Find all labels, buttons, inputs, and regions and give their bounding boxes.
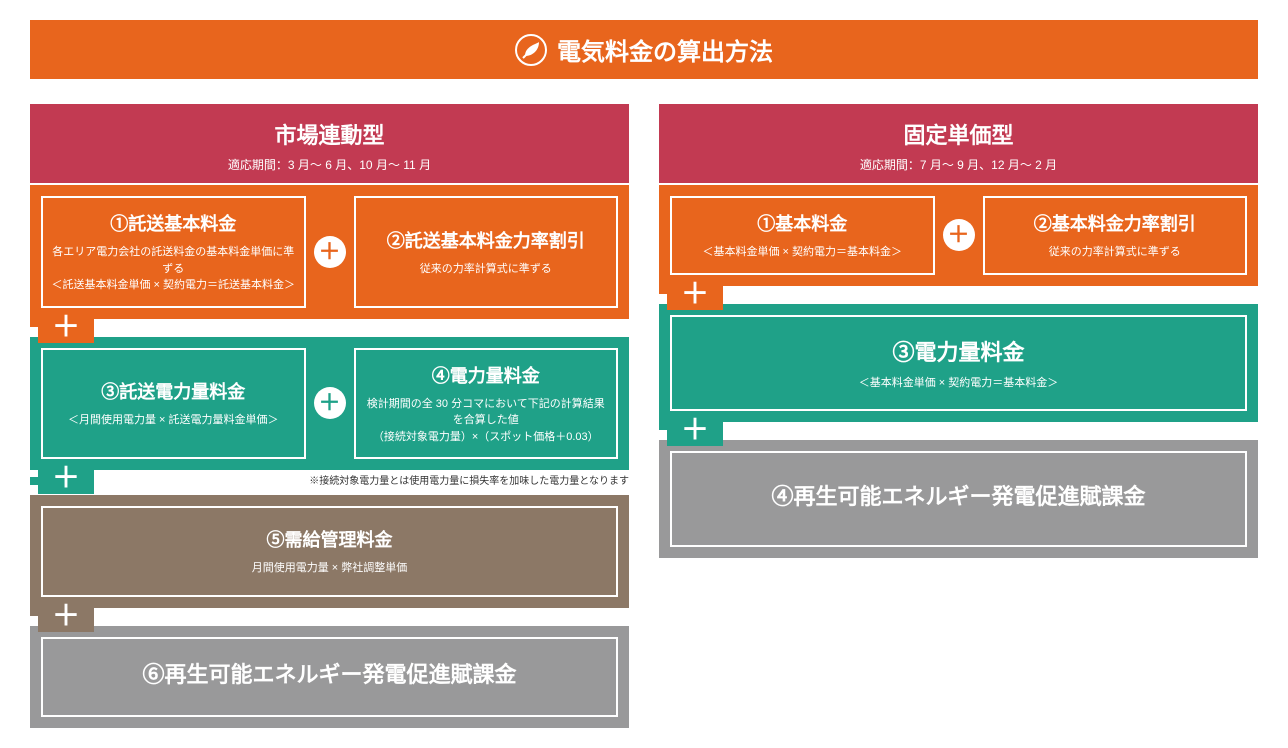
type-header-right: 固定単価型 適応期間：7 月～ 9 月、12 月～ 2 月 bbox=[659, 104, 1258, 183]
col-fixed-price: 固定単価型 適応期間：7 月～ 9 月、12 月～ 2 月 ①基本料金 ＜基本料… bbox=[659, 104, 1258, 728]
left-box-1b-title: ②託送基本料金力率割引 bbox=[364, 227, 609, 253]
right-box-1b-title: ②基本料金力率割引 bbox=[993, 210, 1238, 236]
left-box-4: ⑥再生可能エネルギー発電促進賦課金 bbox=[41, 637, 618, 717]
left-box-1a-sub1: 各エリア電力会社の託送料金の基本料金単価に準ずる bbox=[51, 244, 296, 277]
type-title-left: 市場連動型 bbox=[30, 118, 629, 150]
page-header: 電気料金の算出方法 bbox=[30, 20, 1258, 79]
plus-icon: ＋ bbox=[943, 219, 975, 251]
plus-icon: ＋ bbox=[38, 462, 94, 494]
right-box-1b: ②基本料金力率割引 従来の力率計算式に準ずる bbox=[983, 196, 1248, 275]
left-box-4-title: ⑥再生可能エネルギー発電促進賦課金 bbox=[51, 657, 608, 689]
right-box-2: ③電力量料金 ＜基本料金単価 × 契約電力＝基本料金＞ bbox=[670, 315, 1247, 412]
connector bbox=[659, 422, 1258, 438]
left-section-3: ⑤需給管理料金 月間使用電力量 × 弊社調整単価 bbox=[30, 495, 629, 608]
right-box-1b-sub: 従来の力率計算式に準ずる bbox=[993, 244, 1238, 261]
left-box-2b: ④電力量料金 検計期間の全 30 分コマにおいて下記の計算結果を合算した値 （接… bbox=[354, 348, 619, 460]
left-box-1a-title: ①託送基本料金 bbox=[51, 210, 296, 236]
left-box-1a: ①託送基本料金 各エリア電力会社の託送料金の基本料金単価に準ずる ＜託送基本料金… bbox=[41, 196, 306, 308]
right-section-3: ④再生可能エネルギー発電促進賦課金 bbox=[659, 440, 1258, 558]
right-box-2-sub: ＜基本料金単価 × 契約電力＝基本料金＞ bbox=[680, 375, 1237, 392]
left-section-1: ①託送基本料金 各エリア電力会社の託送料金の基本料金単価に準ずる ＜託送基本料金… bbox=[30, 185, 629, 319]
right-box-1a: ①基本料金 ＜基本料金単価 × 契約電力＝基本料金＞ bbox=[670, 196, 935, 275]
left-section-2: ③託送電力量料金 ＜月間使用電力量 × 託送電力量料金単価＞ ＋ ④電力量料金 … bbox=[30, 337, 629, 471]
columns-container: 市場連動型 適応期間：3 月～ 6 月、10 月～ 11 月 ①託送基本料金 各… bbox=[30, 104, 1258, 728]
left-box-3-sub: 月間使用電力量 × 弊社調整単価 bbox=[51, 560, 608, 577]
connector bbox=[30, 608, 629, 624]
type-period-right: 適応期間：7 月～ 9 月、12 月～ 2 月 bbox=[659, 156, 1258, 173]
left-section-4: ⑥再生可能エネルギー発電促進賦課金 bbox=[30, 626, 629, 728]
plus-icon: ＋ bbox=[314, 387, 346, 419]
left-box-1b: ②託送基本料金力率割引 従来の力率計算式に準ずる bbox=[354, 196, 619, 308]
right-box-1a-sub: ＜基本料金単価 × 契約電力＝基本料金＞ bbox=[680, 244, 925, 261]
type-period-left: 適応期間：3 月～ 6 月、10 月～ 11 月 bbox=[30, 156, 629, 173]
type-title-right: 固定単価型 bbox=[659, 118, 1258, 150]
left-box-3: ⑤需給管理料金 月間使用電力量 × 弊社調整単価 bbox=[41, 506, 618, 597]
left-box-1a-sub2: ＜託送基本料金単価 × 契約電力＝託送基本料金＞ bbox=[51, 277, 296, 294]
left-box-2b-title: ④電力量料金 bbox=[364, 362, 609, 388]
left-box-2a-title: ③託送電力量料金 bbox=[51, 378, 296, 404]
page-title: 電気料金の算出方法 bbox=[557, 32, 773, 67]
connector bbox=[30, 477, 629, 493]
left-box-2b-sub1: 検計期間の全 30 分コマにおいて下記の計算結果を合算した値 bbox=[364, 396, 609, 429]
left-box-2a-sub: ＜月間使用電力量 × 託送電力量料金単価＞ bbox=[51, 412, 296, 429]
plus-icon: ＋ bbox=[38, 600, 94, 632]
leaf-plug-icon bbox=[515, 34, 547, 66]
connector bbox=[30, 319, 629, 335]
left-box-3-title: ⑤需給管理料金 bbox=[51, 526, 608, 552]
right-section-2: ③電力量料金 ＜基本料金単価 × 契約電力＝基本料金＞ bbox=[659, 304, 1258, 423]
plus-icon: ＋ bbox=[667, 414, 723, 446]
right-section-1: ①基本料金 ＜基本料金単価 × 契約電力＝基本料金＞ ＋ ②基本料金力率割引 従… bbox=[659, 185, 1258, 286]
left-box-2b-sub2: （接続対象電力量）×（スポット価格＋0.03） bbox=[364, 429, 609, 446]
left-box-2a: ③託送電力量料金 ＜月間使用電力量 × 託送電力量料金単価＞ bbox=[41, 348, 306, 460]
plus-icon: ＋ bbox=[314, 236, 346, 268]
right-box-2-title: ③電力量料金 bbox=[680, 335, 1237, 367]
right-box-3-title: ④再生可能エネルギー発電促進賦課金 bbox=[680, 479, 1237, 511]
right-box-1a-title: ①基本料金 bbox=[680, 210, 925, 236]
col-market-linked: 市場連動型 適応期間：3 月～ 6 月、10 月～ 11 月 ①託送基本料金 各… bbox=[30, 104, 629, 728]
right-box-3: ④再生可能エネルギー発電促進賦課金 bbox=[670, 451, 1247, 547]
plus-icon: ＋ bbox=[667, 278, 723, 310]
type-header-left: 市場連動型 適応期間：3 月～ 6 月、10 月～ 11 月 bbox=[30, 104, 629, 183]
left-box-1b-sub: 従来の力率計算式に準ずる bbox=[364, 261, 609, 278]
connector bbox=[659, 286, 1258, 302]
plus-icon: ＋ bbox=[38, 311, 94, 343]
